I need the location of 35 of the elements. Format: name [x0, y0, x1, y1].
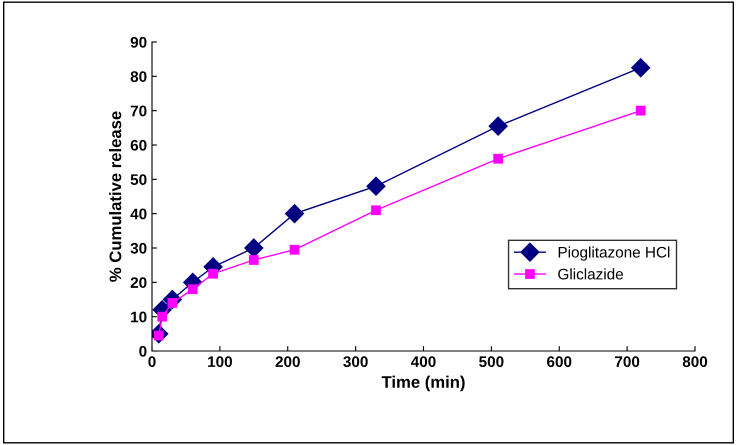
point	[248, 255, 259, 265]
legend-label: Pioglitazone HCl	[558, 246, 670, 261]
x-tick-label: 500	[479, 356, 504, 368]
point	[366, 176, 386, 196]
x-tick-label: 0	[148, 356, 156, 368]
y-tick-label: 10	[131, 312, 147, 322]
x-tick-label: 300	[343, 356, 368, 368]
y-tick-label: 90	[130, 36, 147, 48]
point	[631, 58, 650, 78]
x-tick-label: 400	[410, 356, 436, 368]
x-axis-title: Time (min)	[382, 376, 465, 392]
point	[208, 268, 218, 279]
x-tick-label: 600	[547, 356, 572, 368]
y-tick-label: 80	[130, 71, 147, 82]
y-tick-label: 40	[130, 208, 147, 220]
y-tick-label: 50	[130, 174, 147, 186]
y-tick-label: 60	[130, 140, 147, 151]
y-axis-title: % Cumulative release	[109, 111, 122, 282]
x-tick-label: 700	[615, 356, 640, 368]
y-tick-label: 70	[130, 106, 147, 116]
point	[636, 106, 646, 116]
x-tick-label: 200	[276, 356, 300, 368]
point	[285, 204, 304, 224]
y-tick-label: 0	[139, 346, 147, 357]
x-tick-label: 100	[208, 356, 232, 368]
point	[493, 154, 504, 164]
y-tick-label: 30	[130, 242, 147, 254]
point	[188, 284, 198, 294]
x-tick-label: 800	[682, 356, 708, 368]
point	[290, 244, 300, 255]
legend-label: Gliclazide	[558, 268, 623, 280]
point	[157, 312, 168, 322]
y-tick-label: 20	[130, 277, 147, 288]
point	[371, 205, 381, 216]
point	[488, 116, 508, 136]
